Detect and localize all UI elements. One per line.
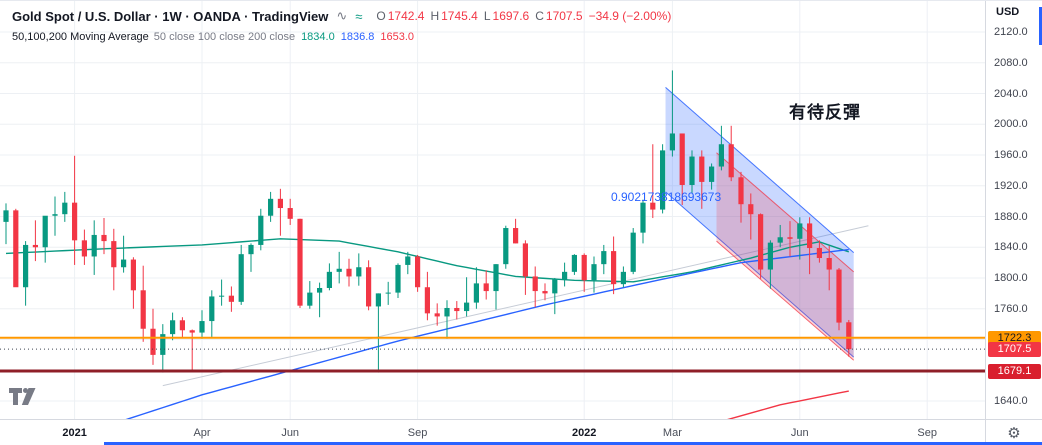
- close-label: C: [535, 9, 544, 23]
- bottom-scrollbar[interactable]: [104, 442, 1042, 445]
- price-axis-label: 2080.0: [994, 56, 1028, 69]
- time-axis-label: Sep: [917, 427, 937, 439]
- high-value: 1745.4: [441, 9, 478, 23]
- price-axis-label: 1760.0: [994, 302, 1028, 315]
- chart-legend: Gold Spot / U.S. Dollar · 1W · OANDA · T…: [12, 8, 671, 43]
- low-label: L: [483, 9, 491, 23]
- time-axis-label: Sep: [407, 427, 428, 439]
- price-axis-label: 1800.0: [994, 272, 1028, 284]
- close-value: 1707.5: [545, 9, 583, 23]
- time-axis-label: Jun: [281, 427, 300, 439]
- gear-icon[interactable]: ⚙: [1007, 425, 1021, 442]
- time-axis-label: Apr: [193, 427, 211, 439]
- ohlc-values: O 1742.4 H 1745.4 L 1697.6 C 1707.5 −34.…: [370, 9, 671, 23]
- open-label: O: [376, 9, 386, 23]
- time-axis-label: Mar: [662, 427, 682, 439]
- rebound-annotation[interactable]: 有待反彈: [789, 103, 861, 122]
- ma-value: 1653.0: [380, 31, 415, 43]
- tradingview-logo[interactable]: [8, 387, 38, 411]
- candlestick-chart[interactable]: [0, 1, 985, 419]
- time-axis-label: Jun: [790, 427, 809, 439]
- price-badge: 1679.1: [988, 363, 1041, 379]
- price-badge: 1707.5: [988, 342, 1041, 358]
- open-value: 1742.4: [387, 9, 425, 23]
- change-value: −34.9 (−2.00%): [588, 9, 672, 23]
- price-axis-label: 1880.0: [994, 210, 1028, 223]
- right-scrollbar[interactable]: [1039, 7, 1042, 45]
- indicator-values: 1834.0 1836.8 1653.0: [295, 31, 414, 43]
- chart-style-icon[interactable]: ∿: [336, 8, 348, 23]
- ma-value: 1834.0: [301, 31, 335, 43]
- indicator-name[interactable]: 50,100,200 Moving Average: [12, 31, 149, 43]
- ratio-annotation[interactable]: 0.902173818693673: [611, 190, 722, 204]
- compare-icon[interactable]: ≈: [355, 8, 363, 24]
- time-axis-label: 2022: [571, 427, 597, 439]
- currency-label[interactable]: USD: [996, 6, 1020, 18]
- ma-value: 1836.8: [340, 31, 375, 43]
- price-axis-label: 2000.0: [994, 118, 1028, 131]
- price-axis-label: 1920.0: [994, 179, 1028, 192]
- price-axis-label: 1840.0: [994, 241, 1028, 254]
- time-axis-label: 2021: [62, 427, 87, 439]
- high-label: H: [430, 9, 440, 23]
- price-badge: 1722.3: [988, 330, 1041, 346]
- low-value: 1697.6: [492, 9, 530, 23]
- indicator-params: 50 close 100 close 200 close: [153, 31, 296, 43]
- price-axis-label: 1640.0: [994, 395, 1028, 407]
- price-axis-label: 2040.0: [994, 87, 1028, 100]
- symbol-title[interactable]: Gold Spot / U.S. Dollar · 1W · OANDA · T…: [12, 8, 329, 24]
- time-axis[interactable]: 2021 Apr Jun Sep 2022 Mar Jun Sep: [0, 419, 985, 445]
- price-axis[interactable]: USD 2120.0 2080.0 2040.0 2000.0 1960.0 1920.0…: [985, 1, 1042, 419]
- price-axis-label: 2120.0: [994, 26, 1028, 38]
- axis-corner[interactable]: ⚙: [985, 419, 1042, 445]
- price-axis-label: 1960.0: [994, 149, 1028, 161]
- tradingview-logo-icon: [9, 388, 36, 405]
